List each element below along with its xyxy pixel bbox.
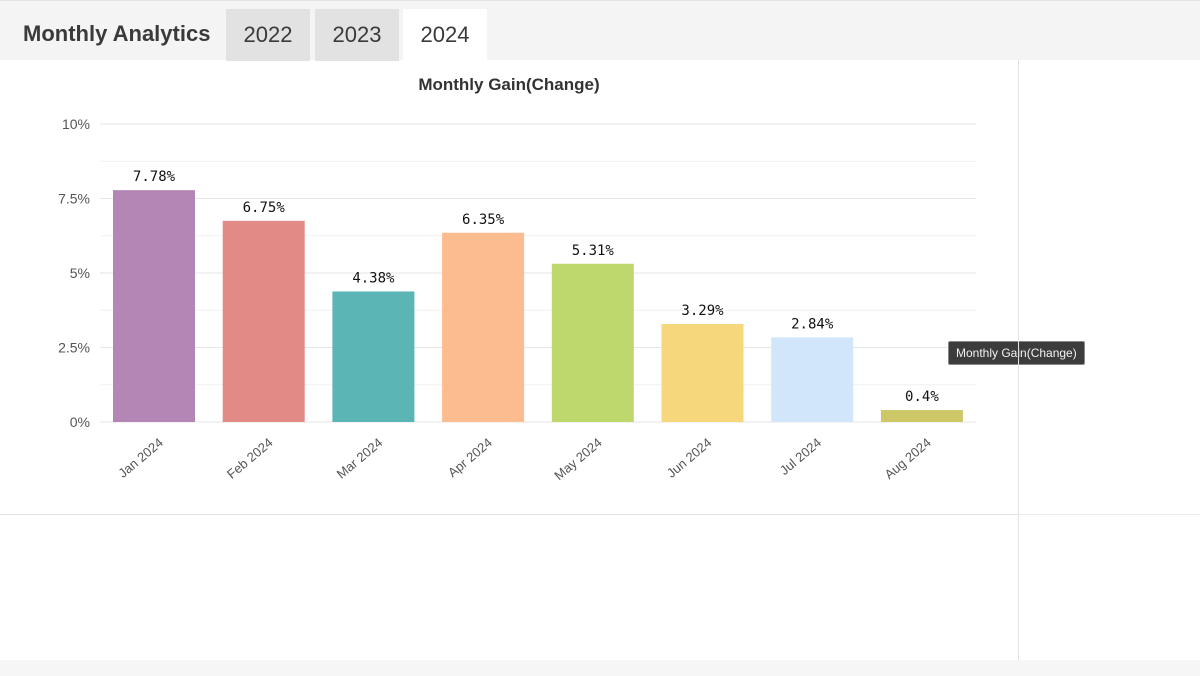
data-label: 5.31% [572, 243, 615, 259]
x-tick-label: Jun 2024 [664, 435, 715, 481]
tab-2022[interactable]: 2022 [226, 9, 310, 61]
bar-chart: Monthly Gain(Change) 0% 2.5% 5% 7.5% 10% 7.7… [58, 75, 976, 483]
x-tick-label: Feb 2024 [224, 435, 276, 482]
chart-title: Monthly Gain(Change) [418, 75, 599, 94]
y-tick-label: 2.5% [58, 340, 90, 356]
data-label: 2.84% [791, 316, 834, 332]
panel-divider-horizontal [0, 514, 1018, 515]
data-label: 4.38% [352, 270, 395, 286]
tab-2023[interactable]: 2023 [315, 9, 399, 61]
data-label: 6.35% [462, 212, 505, 228]
y-tick-label: 5% [70, 265, 90, 281]
data-labels: 7.78% 6.75% 4.38% 6.35% 5.31% 3.29% 2.84% 0.4% [133, 169, 939, 405]
bar[interactable] [661, 323, 744, 422]
x-tick-label: Jan 2024 [115, 435, 166, 481]
y-tick-label: 10% [62, 116, 90, 132]
y-tick-label: 0% [70, 414, 90, 430]
data-label: 6.75% [243, 200, 286, 216]
data-label: 3.29% [681, 303, 724, 319]
bottom-strip [0, 660, 1200, 676]
x-tick-label: Jul 2024 [777, 435, 824, 478]
header-bar: Monthly Analytics 2022 2023 2024 [0, 0, 1200, 61]
bar[interactable] [442, 232, 525, 422]
bar[interactable] [113, 190, 195, 422]
app-title: Monthly Analytics [23, 21, 211, 46]
data-label: 7.78% [133, 169, 176, 185]
bar[interactable] [222, 220, 305, 422]
bar[interactable] [880, 410, 963, 422]
panel-divider-horizontal-right [1018, 514, 1200, 515]
panel-divider-vertical [1018, 60, 1019, 676]
x-axis-ticks: Jan 2024 Feb 2024 Mar 2024 Apr 2024 May 2024… [115, 435, 934, 483]
tab-2024[interactable]: 2024 [403, 9, 487, 61]
x-tick-label: Aug 2024 [882, 435, 934, 482]
x-tick-label: Apr 2024 [445, 435, 495, 480]
bar[interactable] [771, 337, 854, 422]
x-tick-label: May 2024 [551, 435, 604, 483]
y-tick-label: 7.5% [58, 191, 90, 207]
series-tooltip: Monthly Gain(Change) [948, 341, 1085, 365]
y-axis-ticks: 0% 2.5% 5% 7.5% 10% [58, 116, 90, 430]
bar[interactable] [551, 263, 634, 422]
x-tick-label: Mar 2024 [334, 435, 386, 482]
data-label: 0.4% [905, 389, 939, 405]
bar[interactable] [332, 291, 415, 422]
bars [113, 190, 963, 422]
